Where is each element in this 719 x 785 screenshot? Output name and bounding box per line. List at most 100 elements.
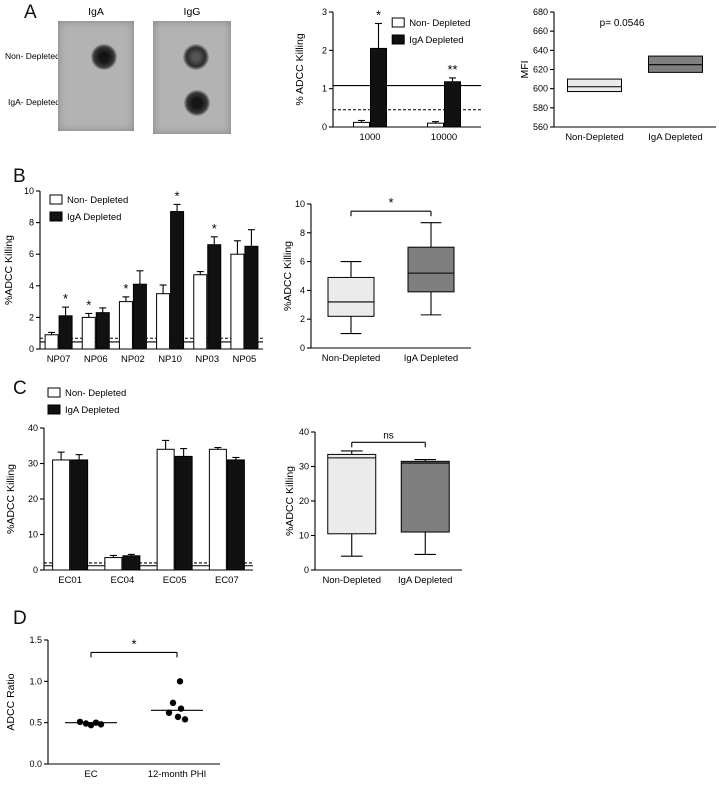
bar [122,555,141,571]
category-label: NP05 [233,354,257,365]
category-label: IgA Depleted [398,575,452,586]
bar [170,211,185,350]
bar [230,253,245,350]
y-axis-label: %ADCC Killing [3,235,15,305]
bar [244,245,259,350]
blot-column-label-igg: IgG [183,6,201,18]
box [407,246,455,293]
y-tick-label: 6 [300,257,305,267]
p-value-note: p= 0.0546 [600,18,645,29]
category-label: EC [84,769,97,780]
box [327,453,377,535]
y-tick-label: 0.0 [29,759,42,769]
y-tick-label: 10 [295,199,305,209]
y-tick-label: 600 [533,84,548,94]
dot-blot-membrane-iga [58,21,134,131]
bar [52,459,71,571]
data-point [169,699,177,707]
chart-canvas-a_box: 560 580 600 620 640 660 680 MFI Non-Depleted IgA … [519,7,716,143]
category-label: EC05 [163,575,187,586]
y-tick-label: 2 [300,314,305,324]
box [567,78,622,93]
chart-canvas-b_bar: 0 2 4 6 8 10 %ADCC Killing NP07 NP06 NP02 NP10 NP03… [3,186,263,365]
category-label: Non-Depleted [565,132,624,143]
legend-swatch [391,34,405,45]
category-label: Non-Depleted [322,353,381,364]
bar [70,459,89,571]
y-tick-label: 660 [533,26,548,36]
star-annotation: * [63,291,68,306]
y-axis-label: MFI [519,60,531,78]
data-point [165,709,173,716]
chart-panelD-adcc-ratio-scatter: 0.0 0.5 1.0 1.5 ADCC Ratio EC 12-month PHI * [0,618,280,785]
category-label: NP03 [195,354,219,365]
star-annotation: * [376,8,381,23]
panel-label-d: D [13,608,27,629]
y-axis-label: %ADCC Killing [5,464,17,534]
legend-swatch [47,387,61,398]
legend-label: IgA Depleted [409,35,463,46]
category-label: NP07 [47,354,71,365]
y-tick-label: 0 [304,565,309,575]
category-label: NP10 [158,354,182,365]
y-tick-label: 640 [533,45,548,55]
category-label: IgA Depleted [404,353,458,364]
dot-blot-membrane-igg [153,21,231,134]
bar [207,244,222,350]
y-tick-label: 20 [299,496,309,506]
category-label: EC04 [110,575,134,586]
data-point [177,705,185,712]
category-label: EC07 [215,575,239,586]
data-point [181,716,189,723]
data-point [92,719,100,726]
chart-canvas-d_scatter: 0.0 0.5 1.0 1.5 ADCC Ratio EC 12-month PHI * [5,635,220,780]
star-annotation: * [175,188,180,203]
y-tick-label: 20 [28,494,38,504]
blot-row-label-non-depleted: Non- Depleted [5,51,60,61]
blot-spot-igg-iga-depleted [184,90,210,116]
bar [81,316,96,350]
y-axis-label: %ADCC Killing [283,241,294,311]
star-annotation: * [86,297,91,312]
category-label: Non-Depleted [322,575,381,586]
bar [208,448,227,571]
y-tick-label: 40 [28,423,38,433]
bar [104,557,123,571]
y-tick-label: 560 [533,122,548,132]
data-point [76,718,84,726]
y-tick-label: 2 [29,312,34,322]
y-tick-label: 3 [322,7,327,17]
y-tick-label: 2 [322,45,327,55]
bar [118,301,133,350]
category-label: 12-month PHI [148,769,207,780]
y-tick-label: 10 [28,530,38,540]
category-label: IgA Depleted [648,132,702,143]
box [327,276,375,317]
y-tick-label: 30 [299,462,309,472]
y-tick-label: 4 [300,285,305,295]
legend-label: Non- Depleted [65,388,126,399]
legend-label: IgA Depleted [65,405,119,416]
category-label: NP02 [121,354,145,365]
bar [174,455,193,571]
legend-swatch [49,211,63,222]
bar [95,312,110,350]
y-tick-label: 6 [29,249,34,259]
legend-swatch [49,194,63,205]
category-label: EC01 [58,575,82,586]
data-point [176,678,184,685]
blot-spot-iga-non-depleted [91,44,117,70]
y-tick-label: 620 [533,65,548,75]
legend-label: IgA Depleted [67,212,121,223]
panel-label-c: C [13,378,27,399]
chart-panelC-adcc-box: 0 10 20 30 40 %ADCC Killing Non-Depleted IgA De… [285,420,480,592]
category-label: NP06 [84,354,108,365]
legend-swatch [47,404,61,415]
y-tick-label: 0 [322,122,327,132]
chart-canvas-c_box: 0 10 20 30 40 %ADCC Killing Non-Depleted IgA De… [285,427,462,586]
bar [193,274,208,350]
bar [156,293,171,350]
data-point [174,713,182,721]
